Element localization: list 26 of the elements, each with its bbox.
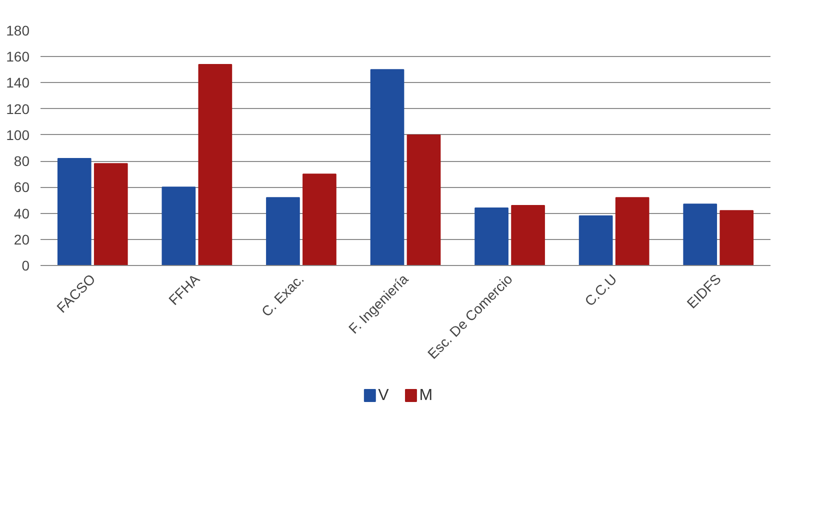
y-tick-label: 0 xyxy=(22,258,30,274)
y-tick-label: 140 xyxy=(6,74,30,91)
bar xyxy=(720,210,754,266)
bar xyxy=(302,174,336,266)
bar xyxy=(683,204,718,266)
bar xyxy=(474,208,508,266)
y-tick-label: 120 xyxy=(6,100,30,117)
y-tick-label: 80 xyxy=(14,153,30,170)
y-tick-label: 180 xyxy=(6,22,30,38)
legend-label: M xyxy=(419,387,433,404)
bar xyxy=(57,158,92,266)
bar xyxy=(615,197,650,266)
y-tick-label: 100 xyxy=(6,126,30,143)
y-tick-label: 40 xyxy=(14,205,30,222)
bar xyxy=(406,134,441,266)
bar xyxy=(578,215,613,266)
bar xyxy=(511,204,545,266)
bar xyxy=(94,163,128,266)
y-tick-label: 60 xyxy=(14,179,30,196)
bar xyxy=(370,69,404,266)
legend-label: V xyxy=(378,387,390,404)
bar xyxy=(162,186,196,266)
y-tick-label: 20 xyxy=(14,231,30,248)
y-tick-label: 160 xyxy=(6,48,30,65)
bar xyxy=(198,64,232,266)
bar xyxy=(266,197,300,266)
